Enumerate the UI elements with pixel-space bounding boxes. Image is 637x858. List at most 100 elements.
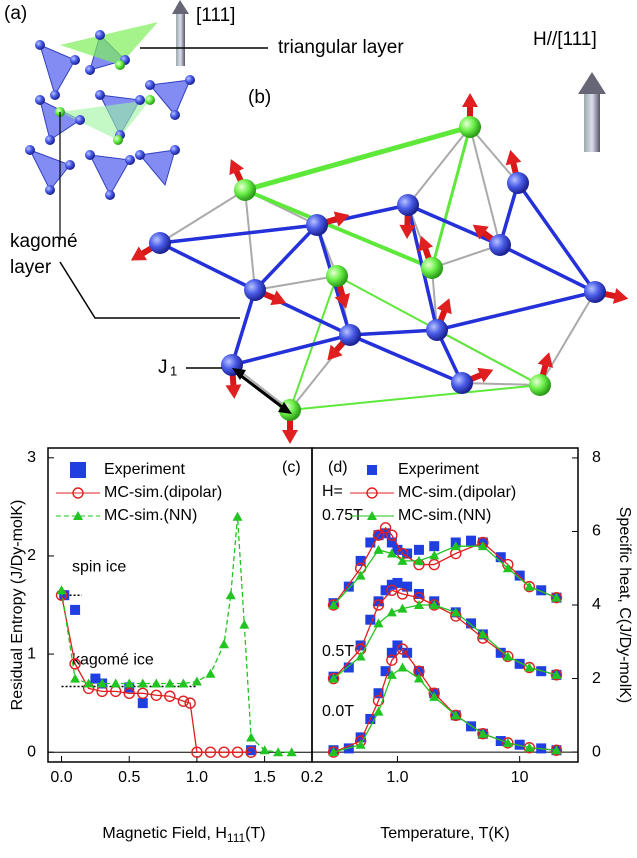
y-tick-label: 0 xyxy=(592,743,601,760)
kagome-triangle xyxy=(90,155,130,195)
y-tick-label: 6 xyxy=(592,523,601,540)
kagome-triangle xyxy=(140,150,175,185)
kagome-triangle xyxy=(30,150,70,190)
kagome-bond xyxy=(160,243,255,290)
inset-atom xyxy=(45,185,55,195)
inset-atom xyxy=(125,155,135,165)
green-atom xyxy=(459,116,481,138)
inset-atom xyxy=(185,75,195,85)
marker-square xyxy=(414,545,424,555)
blue-atom xyxy=(306,214,328,236)
inset-atom xyxy=(85,65,95,75)
inset-atom xyxy=(45,135,55,145)
x-tick-label: 1.5 xyxy=(253,769,275,786)
inset-atom xyxy=(35,40,45,50)
inset-atom xyxy=(135,95,145,105)
spin-arrow-head xyxy=(282,430,298,444)
inset-atom xyxy=(85,150,95,160)
panel-label: (c) xyxy=(282,459,301,476)
inset-atom xyxy=(65,160,75,170)
legend-marker xyxy=(70,462,86,478)
x-axis-label: Magnetic Field, H111(T) xyxy=(102,825,265,845)
field-annotation: H= xyxy=(322,483,343,500)
inset-atom xyxy=(170,110,180,120)
x-tick-label: 1.0 xyxy=(186,769,208,786)
bond xyxy=(540,292,595,385)
chart-panel: 024680.21.010(d)Specific heat, C(J/Dy-mo… xyxy=(301,448,633,842)
panel-label: (a) xyxy=(4,3,27,24)
x-axis-label-part: Magnetic Field, H xyxy=(102,825,227,842)
blue-atom xyxy=(149,232,171,254)
x-axis-label-part: (T) xyxy=(245,825,265,842)
triangular-bond xyxy=(245,127,470,190)
reference-label: kagomé ice xyxy=(72,652,154,669)
legend-label: MC-sim.(NN) xyxy=(398,507,491,524)
legend-marker xyxy=(367,465,377,475)
panel-label: (d) xyxy=(328,459,348,476)
x-tick-label: 0.0 xyxy=(50,769,72,786)
inset-atom xyxy=(95,90,105,100)
series-line xyxy=(62,517,292,753)
inset-atom xyxy=(135,150,145,160)
blue-atom xyxy=(244,279,266,301)
marker-triangle xyxy=(260,745,270,754)
inset-atom xyxy=(95,30,105,40)
x-tick-label: 1.0 xyxy=(386,769,408,786)
spin-arrow-head xyxy=(538,352,553,368)
marker-triangle xyxy=(233,512,243,521)
marker-triangle xyxy=(398,663,408,672)
blue-atom xyxy=(451,372,473,394)
kagome-bond xyxy=(350,335,462,383)
kagome-bond xyxy=(350,330,437,335)
marker-square xyxy=(70,605,80,615)
legend-label: MC-sim.(dipolar) xyxy=(398,484,516,501)
blue-atom xyxy=(426,319,448,341)
marker-triangle xyxy=(57,585,67,594)
kagome-bond xyxy=(232,290,255,365)
blue-atom xyxy=(584,281,606,303)
legend-label: Experiment xyxy=(104,461,185,478)
j-label-sub: 1 xyxy=(170,363,177,378)
triangular-bond xyxy=(432,127,470,268)
main-lattice xyxy=(131,93,628,444)
kagome-label: layer xyxy=(10,257,52,278)
y-tick-label: 3 xyxy=(27,449,36,466)
kagome-bond xyxy=(518,183,595,292)
inset-atom xyxy=(145,80,155,90)
y-tick-label: 1 xyxy=(27,645,36,662)
x-tick-label: 10 xyxy=(511,769,529,786)
x-tick-label: 0.2 xyxy=(301,769,323,786)
kagome-triangle xyxy=(150,80,190,115)
triangular-bond xyxy=(290,385,540,410)
axis-label: [111] xyxy=(196,5,235,26)
kagome-bond xyxy=(500,245,595,292)
legend-label: Experiment xyxy=(398,461,479,478)
panel-label: (b) xyxy=(248,87,271,108)
marker-triangle xyxy=(192,677,202,686)
bond-arrow xyxy=(236,372,286,410)
y-tick-label: 0 xyxy=(27,743,36,760)
triangular-label: triangular layer xyxy=(278,37,404,58)
blue-atom xyxy=(339,324,361,346)
marker-square xyxy=(402,582,412,592)
y-tick-label: 4 xyxy=(592,596,601,613)
field-annotation: 0.0T xyxy=(322,703,354,720)
kagome-bond xyxy=(437,292,595,330)
field-label: H//[111] xyxy=(533,29,597,50)
marker-triangle xyxy=(239,620,249,629)
spin-arrow-head xyxy=(462,93,478,107)
y-axis-label: Specific heat, C(J/Dy-molK) xyxy=(616,507,633,704)
figure: (a) [111] triangular layer H//[111] (b) … xyxy=(0,0,637,858)
green-atom xyxy=(326,265,348,287)
inset-atom xyxy=(115,60,125,70)
marker-square xyxy=(429,541,439,551)
inset-atom xyxy=(170,145,180,155)
inset-atom xyxy=(145,95,155,105)
chart-panel: 01230.00.51.01.5(c)Residual Entropy (J/D… xyxy=(9,448,312,845)
inset-atom xyxy=(75,115,85,125)
marker-triangle xyxy=(70,674,80,683)
axis-arrow xyxy=(176,12,185,66)
spin-arrow-head xyxy=(225,384,241,399)
y-tick-label: 2 xyxy=(27,547,36,564)
field-annotation: 0.5T xyxy=(322,643,354,660)
